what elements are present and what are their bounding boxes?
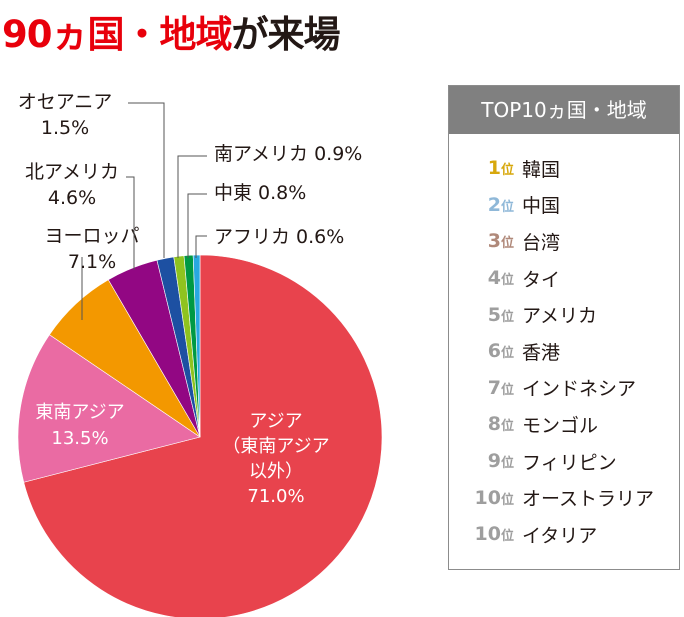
ranking-country-name: 台湾 [522, 231, 561, 254]
ranking-position: 2位 [487, 193, 514, 216]
slice-label-5: 南アメリカ 0.9% [214, 143, 362, 165]
ranking-country-name: 韓国 [522, 158, 561, 181]
ranking-item: 4位 タイ [449, 260, 679, 297]
slice-label-0: アジア [249, 411, 302, 432]
ranking-country-name: タイ [522, 268, 561, 291]
ranking-country-name: 香港 [522, 341, 561, 364]
ranking-position: 4位 [487, 267, 514, 290]
slice-value-label-3: 4.6% [48, 187, 96, 209]
ranking-item: 3位 台湾 [449, 223, 679, 260]
ranking-list: 1位 韓国 2位 中国 3位 台湾 4位 タイ 5位 アメリカ 6位 香港 7位 インドネシア 8位 モンゴル… [449, 134, 679, 553]
ranking-position: 8位 [487, 413, 514, 436]
ranking-country-name: モンゴル [522, 414, 599, 437]
leader-line-5 [177, 155, 207, 258]
pie-slice-7 [192, 254, 201, 438]
ranking-position: 5位 [487, 303, 514, 326]
slice-label-1: 東南アジア [35, 402, 124, 423]
pie-slice-1 [17, 334, 201, 483]
ranking-item: 1位 韓国 [449, 150, 679, 187]
ranking-position: 10位 [474, 523, 514, 546]
slice-value-label-0: 71.0% [247, 486, 304, 507]
ranking-item: 9位 フィリピン [449, 443, 679, 480]
ranking-panel: TOP10ヵ国・地域 1位 韓国 2位 中国 3位 台湾 4位 タイ 5位 アメリカ 6位 香港 7位イ… [448, 85, 680, 570]
ranking-item: 8位 モンゴル [449, 406, 679, 443]
slice-label-0: 以外） [249, 461, 303, 482]
ranking-country-name: フィリピン [522, 451, 617, 474]
ranking-position: 10位 [474, 486, 514, 509]
ranking-item: 5位 アメリカ [449, 296, 679, 333]
ranking-item: 6位 香港 [449, 333, 679, 370]
slice-label-3: 北アメリカ [25, 161, 119, 183]
ranking-item: 10位 オーストラリア [449, 479, 679, 516]
title-rest: が来場 [231, 13, 341, 56]
slice-label-0: （東南アジア [222, 436, 329, 457]
ranking-position: 7位 [487, 376, 514, 399]
pie-slice-0 [23, 254, 383, 617]
ranking-item: 10位 イタリア [449, 516, 679, 553]
ranking-heading: TOP10ヵ国・地域 [449, 86, 679, 134]
slice-value-label-1: 13.5% [51, 428, 108, 449]
ranking-position: 6位 [487, 340, 514, 363]
ranking-country-name: オーストラリア [522, 488, 655, 511]
slice-label-4: オセアニア [18, 91, 113, 113]
ranking-position: 9位 [487, 450, 514, 473]
ranking-item: 7位 インドネシア [449, 370, 679, 407]
page-title: 90ヵ国・地域が来場 [2, 4, 341, 58]
title-highlight: 90ヵ国・地域 [2, 13, 232, 56]
slice-label-2: ヨーロッパ [44, 225, 139, 247]
ranking-position: 3位 [487, 230, 514, 253]
slice-value-label-2: 7.1% [68, 251, 116, 273]
ranking-country-name: 中国 [522, 195, 561, 218]
ranking-country-name: イタリア [522, 524, 598, 547]
slice-value-label-4: 1.5% [41, 117, 89, 139]
slice-label-7: アフリカ 0.6% [214, 226, 344, 248]
slice-label-6: 中東 0.8% [214, 182, 306, 204]
ranking-country-name: インドネシア [522, 378, 637, 401]
leader-line-6 [187, 193, 207, 258]
ranking-position: 1位 [487, 157, 514, 180]
ranking-item: 2位 中国 [449, 187, 679, 224]
leader-line-7 [195, 235, 207, 258]
ranking-country-name: アメリカ [522, 305, 598, 328]
leader-line-4 [128, 102, 165, 258]
leader-line-3 [126, 176, 135, 270]
